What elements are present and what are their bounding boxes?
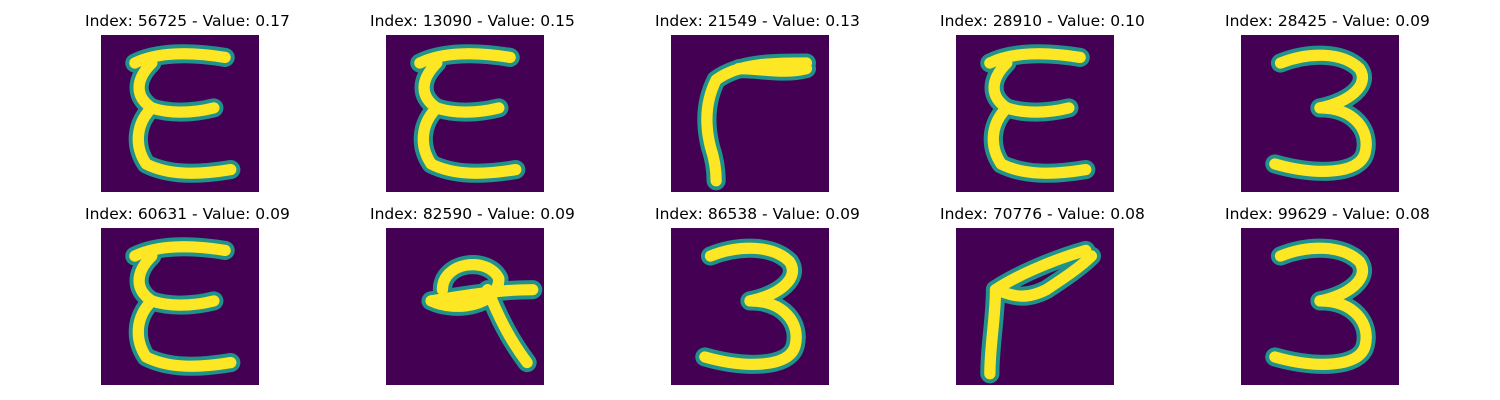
panel-title: Index: 21549 - Value: 0.13 [655, 12, 860, 30]
panel-title: Index: 70776 - Value: 0.08 [940, 205, 1145, 223]
digit-image [956, 228, 1114, 385]
digit-image [386, 228, 544, 385]
stroke-core [1274, 242, 1368, 307]
panel-title: Index: 28910 - Value: 0.10 [940, 12, 1145, 30]
digit-image [386, 35, 544, 192]
digit-panel: Index: 82590 - Value: 0.09 [370, 205, 575, 385]
digit-image [956, 35, 1114, 192]
stroke-core [733, 63, 813, 77]
digit-panel: Index: 86538 - Value: 0.09 [655, 205, 860, 385]
digit-panel: Index: 99629 - Value: 0.08 [1225, 205, 1430, 385]
digit-panel: Index: 28910 - Value: 0.10 [940, 12, 1145, 192]
stroke-core [425, 259, 505, 312]
digit-panel: Index: 13090 - Value: 0.15 [370, 12, 575, 192]
stroke-core [132, 102, 237, 179]
digit-panel: Index: 56725 - Value: 0.17 [85, 12, 290, 192]
digit-image [101, 228, 259, 385]
panel-title: Index: 13090 - Value: 0.15 [370, 12, 575, 30]
stroke-core [984, 48, 1086, 69]
digit-panel: Index: 70776 - Value: 0.08 [940, 205, 1145, 385]
stroke-core [989, 250, 1098, 302]
panel-title: Index: 82590 - Value: 0.09 [370, 205, 575, 223]
stroke-core [129, 241, 231, 262]
digit-panel: Index: 28425 - Value: 0.09 [1225, 12, 1430, 192]
panel-title: Index: 86538 - Value: 0.09 [655, 205, 860, 223]
digit-image [1241, 228, 1399, 385]
digit-image [671, 35, 829, 192]
digit-panel: Index: 60631 - Value: 0.09 [85, 205, 290, 385]
digit-image [101, 35, 259, 192]
stroke-core [699, 295, 802, 370]
stroke-core [132, 295, 237, 372]
digit-image [1241, 35, 1399, 192]
stroke-core [987, 102, 1092, 179]
stroke-core [704, 242, 798, 307]
stroke-core [1274, 49, 1368, 114]
panel-title: Index: 60631 - Value: 0.09 [85, 205, 290, 223]
stroke-core [417, 102, 522, 179]
panel-title: Index: 28425 - Value: 0.09 [1225, 12, 1430, 30]
panel-title: Index: 99629 - Value: 0.08 [1225, 205, 1430, 223]
digit-image [671, 228, 829, 385]
stroke-core [414, 48, 516, 69]
digit-panel: Index: 21549 - Value: 0.13 [655, 12, 860, 192]
panel-title: Index: 56725 - Value: 0.17 [85, 12, 290, 30]
stroke-core [481, 284, 533, 369]
stroke-core [129, 48, 231, 69]
stroke-core [1269, 102, 1372, 177]
stroke-core [1269, 295, 1372, 370]
stroke-core [425, 284, 539, 307]
